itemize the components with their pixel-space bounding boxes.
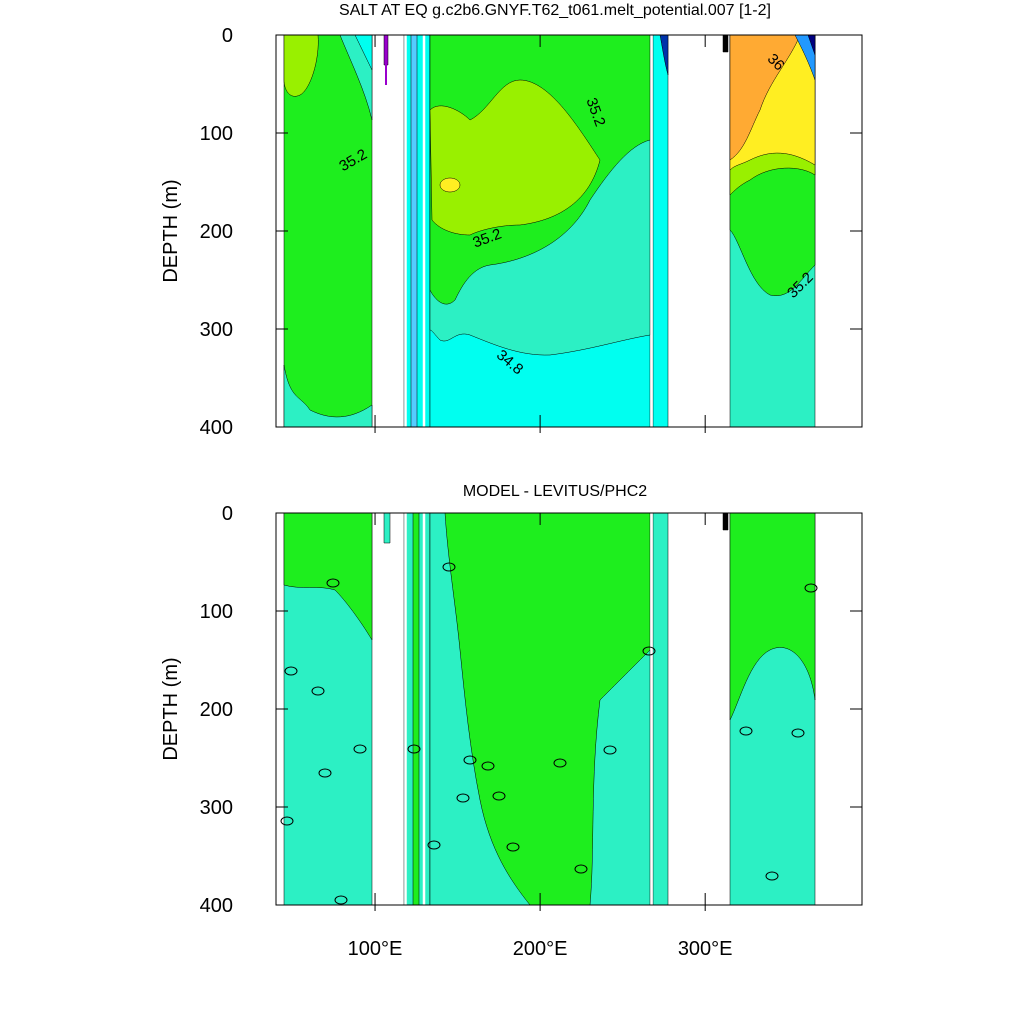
contour-ring xyxy=(739,726,753,736)
contour-fill xyxy=(429,512,531,906)
contour-fill xyxy=(283,34,319,97)
contour-ring xyxy=(318,768,332,778)
x-tick-label: 300°E xyxy=(678,938,733,960)
contour-ring xyxy=(334,895,348,905)
contour-ring xyxy=(804,583,818,593)
contour-ring xyxy=(574,864,588,874)
contour-fill xyxy=(722,512,729,531)
contour-ring xyxy=(765,871,779,881)
chart-title: MODEL - LEVITUS/PHC2 xyxy=(463,483,647,500)
y-tick-label: 400 xyxy=(200,417,233,439)
contour-fill xyxy=(659,34,669,76)
y-tick-label: 0 xyxy=(222,25,233,47)
contour-ring xyxy=(456,793,470,803)
y-axis-label: DEPTH (m) xyxy=(160,657,182,760)
y-tick-label: 100 xyxy=(200,123,233,145)
contour-ring xyxy=(492,791,506,801)
y-tick-label: 200 xyxy=(200,221,233,243)
y-tick-label: 300 xyxy=(200,797,233,819)
contour-fill xyxy=(652,34,669,428)
x-tick-label: 200°E xyxy=(513,938,568,960)
chart-title: SALT AT EQ g.c2b6.GNYF.T62_t061.melt_pot… xyxy=(339,2,771,19)
contour-ring xyxy=(553,758,567,768)
contour-fill xyxy=(439,177,461,193)
contour-ring xyxy=(326,578,340,588)
contour-ring xyxy=(463,755,477,765)
contour-ring xyxy=(284,666,298,676)
contour-fill xyxy=(412,512,420,906)
contour-fill xyxy=(722,34,729,53)
y-tick-label: 100 xyxy=(200,601,233,623)
contour-fill xyxy=(729,512,816,721)
contour-fill xyxy=(410,34,418,428)
contour-fill xyxy=(429,79,601,236)
contour-ring xyxy=(427,840,441,850)
contour-fill xyxy=(283,364,373,428)
contour-ring xyxy=(353,744,367,754)
contour-ring xyxy=(407,744,421,754)
contour-ring xyxy=(506,842,520,852)
contour-ring xyxy=(481,761,495,771)
y-tick-label: 200 xyxy=(200,699,233,721)
contour-fill xyxy=(283,512,373,641)
contour-fill xyxy=(652,512,669,906)
contour-fill xyxy=(383,512,391,544)
contour-fill xyxy=(794,34,816,81)
contour-fill xyxy=(729,34,801,161)
x-tick-label: 100°E xyxy=(348,938,403,960)
contour-ring xyxy=(442,562,456,572)
y-tick-label: 0 xyxy=(222,503,233,525)
y-tick-label: 400 xyxy=(200,895,233,917)
y-axis-label: DEPTH (m) xyxy=(160,179,182,282)
contour-ring xyxy=(603,745,617,755)
contour-ring xyxy=(280,816,294,826)
contour-fill xyxy=(339,34,373,121)
contour-fill xyxy=(589,649,651,906)
y-tick-label: 300 xyxy=(200,319,233,341)
contour-ring xyxy=(311,686,325,696)
contour-ring xyxy=(791,728,805,738)
contour-ring xyxy=(642,646,656,656)
